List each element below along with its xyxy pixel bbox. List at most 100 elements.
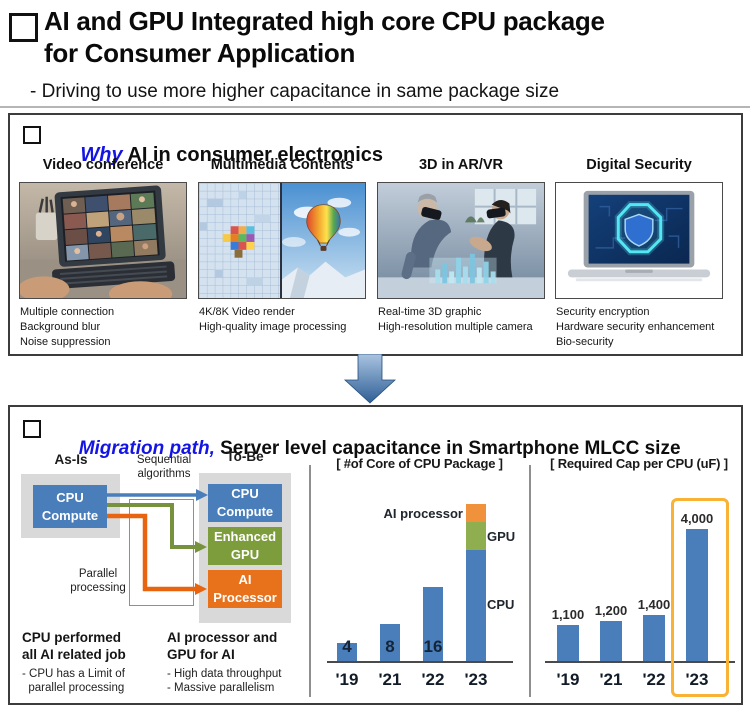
bar-segment-cpu [380, 624, 400, 661]
panel-divider [529, 465, 531, 697]
bar-segment-cpu [337, 642, 357, 661]
node-label: CPU [231, 486, 259, 501]
bar-value-label: 1,100 [551, 606, 585, 622]
why-heading-rest: AI in consumer electronics [122, 144, 384, 166]
video-conference-photo [19, 182, 187, 299]
photo-caption: 4K/8K Video render [199, 306, 295, 318]
photo-caption: Noise suppression [20, 336, 111, 348]
bar-segment-ai-processor [466, 503, 486, 523]
ar-vr-illustration [378, 183, 544, 298]
migration-heading-rest: Server level capacitance in Smartphone M… [214, 438, 681, 459]
why-heading-accent: Why [80, 144, 123, 166]
multimedia-illustration [199, 183, 365, 298]
column-title-video-conference: Video conference [42, 157, 164, 173]
x-tick-label: '19 [556, 670, 580, 689]
left-note-bullet-line1: - CPU has a Limit of [22, 668, 125, 680]
algorithm-split-outline [129, 499, 194, 606]
right-note-title-line1: AI processor and [167, 630, 278, 645]
capacitance-bar [643, 614, 665, 661]
migration-heading: Migration path, Server level capacitance… [47, 416, 681, 482]
ai-migration-arrow [107, 513, 196, 592]
column-title-ar-vr: 3D in AR/VR [418, 157, 504, 173]
laptop-icon [52, 185, 176, 289]
hologram-city-icon [435, 253, 496, 284]
cap-chart-panel: [ Required Cap per CPU (uF) ] 1,100 '19 1,… [537, 452, 741, 702]
highlight-box [671, 498, 729, 697]
gpu-migration-arrow [107, 503, 196, 549]
bar-value-label: 8 [385, 637, 395, 656]
cores-chart-plot: AI processor GPU CPU 4 '19 8 '21 16 '22 '23 [317, 452, 522, 702]
x-tick-label: '19 [335, 670, 359, 689]
bar-value-label: 4,000 [680, 511, 714, 526]
cpu-segment-label: CPU [487, 597, 515, 612]
cap-chart-title: [ Required Cap per CPU (uF) ] [550, 456, 728, 471]
node-label: CPU [56, 489, 84, 505]
table [378, 277, 544, 298]
pen-cup-icon [35, 196, 58, 241]
capacitance-bar [686, 529, 708, 661]
photo-caption: Security encryption [556, 306, 650, 318]
x-tick-label: '23 [464, 670, 488, 689]
circuit-lines [595, 205, 683, 249]
right-note-bullet-line1: - High data throughput [167, 668, 282, 680]
to-be-label: To-Be [226, 449, 264, 464]
photo-caption: Multiple connection [20, 306, 115, 318]
as-is-label: As-Is [54, 452, 88, 467]
column-title-multimedia: Multimedia Contents [210, 157, 354, 173]
shield-icon [624, 213, 654, 247]
column-title-digital-security: Digital Security [586, 157, 692, 173]
migration-arrows [107, 489, 208, 595]
digital-security-photo [555, 182, 723, 299]
ai-processor-segment-label: AI processor [383, 506, 463, 521]
panel-divider [309, 465, 311, 697]
migration-section-box: Migration path, Server level capacitance… [8, 405, 743, 705]
bar-value-label: 16 [423, 637, 443, 656]
why-section-box: Why AI in consumer electronics Video con… [8, 113, 743, 356]
left-note-bullet-line2: parallel processing [22, 682, 125, 694]
photo-caption: Background blur [20, 321, 101, 333]
sequential-algorithms-label: Sequential algorithms [136, 454, 192, 480]
left-note-title-line2: all AI related job [22, 647, 126, 662]
digital-security-illustration [556, 183, 722, 298]
node-label: Processor [213, 590, 277, 605]
bar-value-label: 1,200 [594, 603, 628, 619]
node-label: AI [238, 572, 252, 587]
laptop-icon [567, 190, 711, 282]
photo-caption: High-resolution multiple camera [378, 321, 533, 333]
page-subtitle: - Driving to use more higher capacitance… [30, 81, 560, 102]
bar-segment-cpu [466, 550, 486, 661]
node-label: Enhanced [213, 529, 277, 544]
mosaic-balloon-pixels [222, 226, 255, 258]
video-conference-illustration [20, 183, 186, 298]
cores-chart-title: [ #of Core of CPU Package ] [336, 456, 503, 471]
separator-line [0, 106, 750, 108]
photo-caption: High-quality image processing [199, 321, 347, 333]
person-left-vr [401, 193, 452, 280]
cpu-compute-to-be-node: CPU Compute [208, 484, 282, 522]
left-note-title-line1: CPU performed [22, 630, 122, 645]
x-axis-line [545, 661, 735, 663]
bar-segment-cpu [423, 587, 443, 661]
ai-processor-node: AI Processor [208, 570, 282, 608]
cap-chart-plot: 1,100 '19 1,200 '21 1,400 '22 4,000 '23 [537, 452, 741, 702]
plant-icon [464, 216, 485, 223]
bar-value-label: 4 [342, 637, 352, 656]
title-checkbox-icon [9, 13, 38, 42]
ar-vr-photo [377, 182, 545, 299]
why-heading: Why AI in consumer electronics [47, 121, 383, 190]
x-tick-label: '22 [642, 670, 666, 689]
x-tick-label: '22 [421, 670, 445, 689]
bar-segment-gpu [466, 522, 486, 550]
hand-icon [108, 281, 173, 298]
cores-chart-panel: [ #of Core of CPU Package ] AI processor… [317, 452, 522, 702]
multimedia-contents-photo [198, 182, 366, 299]
node-label: Compute [41, 507, 99, 523]
x-tick-label: '21 [378, 670, 402, 689]
photo-caption: Real-time 3D graphic [378, 306, 482, 318]
gpu-segment-label: GPU [487, 529, 516, 544]
migration-checkbox-icon [23, 420, 41, 438]
cpu-compute-as-is-node: CPU Compute [33, 485, 107, 528]
right-note-bullet-line2: - Massive parallelism [167, 682, 275, 694]
x-tick-label: '21 [599, 670, 623, 689]
x-axis-line [327, 661, 513, 663]
